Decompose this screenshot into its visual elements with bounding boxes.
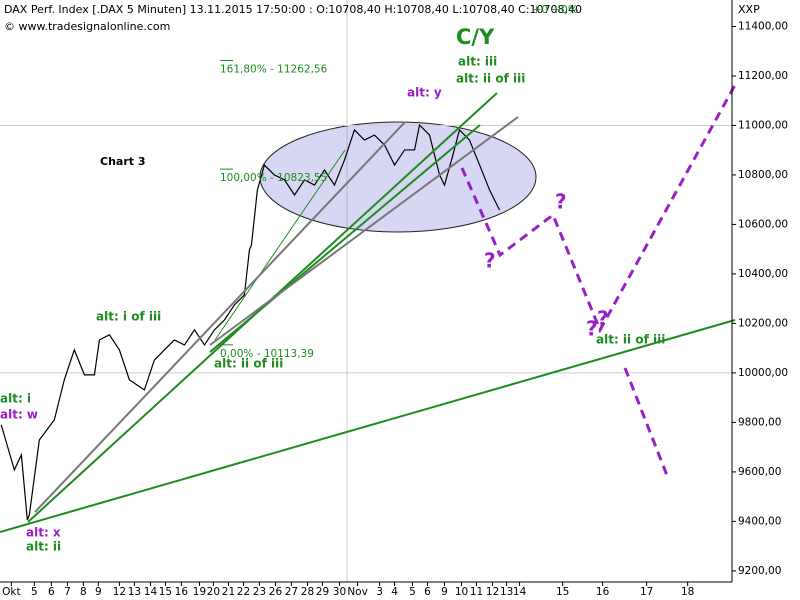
x-tick-label: 13 xyxy=(128,586,141,598)
x-tick-label: 7 xyxy=(64,586,71,598)
x-tick-label: 26 xyxy=(269,586,283,598)
x-tick-label: 20 xyxy=(207,586,220,598)
x-tick-label: 17 xyxy=(640,586,653,598)
x-tick-label: 11 xyxy=(470,586,483,598)
x-tick-label: 22 xyxy=(237,586,250,598)
trendline xyxy=(34,121,406,513)
x-tick-label: 5 xyxy=(409,586,416,598)
x-tick-label: 16 xyxy=(175,586,189,598)
annotation: alt: ii xyxy=(26,540,61,554)
trendline xyxy=(209,124,481,353)
y-tick-label: 11000,00 xyxy=(738,119,788,131)
x-tick-label: 16 xyxy=(596,586,610,598)
y-tick-label: 9600,00 xyxy=(738,466,781,478)
x-tick-label: 14 xyxy=(144,586,158,598)
y-tick-label: 10600,00 xyxy=(738,218,788,230)
annotation: alt: y xyxy=(407,86,442,100)
y-tick-label: 9800,00 xyxy=(738,416,781,428)
annotation: C/Y xyxy=(456,25,495,49)
chart-label: Chart 3 xyxy=(100,155,146,168)
price-line xyxy=(0,123,501,521)
forecast-path xyxy=(623,367,670,479)
annotation: alt: i of iii xyxy=(96,310,161,324)
fib-label: 0,00% - 10113,39 xyxy=(220,348,314,360)
question-mark: ? xyxy=(597,307,609,331)
y-tick-label: 11400,00 xyxy=(738,20,788,32)
annotation: alt: ii of iii xyxy=(596,333,665,347)
x-tick-label: 19 xyxy=(193,586,206,598)
annotation: alt: ii of iii xyxy=(456,72,525,86)
y-tick-label: 10400,00 xyxy=(738,268,788,280)
x-tick-label: 15 xyxy=(556,586,569,598)
question-mark: ? xyxy=(586,317,598,341)
y-tick-label: 10000,00 xyxy=(738,367,788,379)
question-mark: ? xyxy=(555,190,567,214)
copyright: © www.tradesignalonline.com xyxy=(4,20,170,33)
trendline xyxy=(209,116,519,346)
fib-label: 100,00% - 10823,55 xyxy=(220,172,327,184)
x-tick-label: 30 xyxy=(333,586,346,598)
fib-label: 161,80% - 11262,56 xyxy=(220,63,328,75)
annotation: alt: w xyxy=(0,408,38,422)
x-tick-label: 6 xyxy=(48,586,55,598)
x-tick-label: 29 xyxy=(316,586,329,598)
annotation: alt: x xyxy=(26,526,61,540)
annotation: alt: i xyxy=(0,392,31,406)
x-tick-label: 21 xyxy=(222,586,235,598)
x-tick-label: 28 xyxy=(301,586,314,598)
y-tick-label: 10800,00 xyxy=(738,169,788,181)
y-tick-label: 9200,00 xyxy=(738,565,781,577)
x-tick-label: Nov xyxy=(347,586,368,598)
marks xyxy=(0,59,732,521)
question-mark: ? xyxy=(484,249,496,273)
x-tick-label: 12 xyxy=(113,586,126,598)
trendline xyxy=(214,149,346,341)
x-tick-label: 9 xyxy=(441,586,448,598)
x-tick-label: 4 xyxy=(391,586,398,598)
header: DAX Perf. Index [.DAX 5 Minuten] 13.11.2… xyxy=(4,3,582,16)
y-tick-label: 10200,00 xyxy=(738,317,788,329)
x-tick-label: 10 xyxy=(455,586,468,598)
axis-unit: XXP xyxy=(738,3,760,16)
x-tick-label: 3 xyxy=(376,586,383,598)
x-tick-label: 8 xyxy=(80,586,87,598)
x-tick-label: 5 xyxy=(31,586,38,598)
ellipse xyxy=(259,121,537,233)
x-tick-label: 14 xyxy=(513,586,527,598)
annotation: alt: ii of iii xyxy=(214,357,283,371)
x-tick-label: 12 xyxy=(486,586,499,598)
x-tick-label: 23 xyxy=(253,586,266,598)
x-tick-label: 13 xyxy=(500,586,513,598)
forecast-path xyxy=(460,84,737,334)
x-tick-label: 6 xyxy=(424,586,431,598)
header-change: +0 +0% xyxy=(532,3,578,16)
x-tick-label: 15 xyxy=(159,586,172,598)
trendlines xyxy=(0,84,737,533)
x-tick-label: 18 xyxy=(681,586,694,598)
trendline xyxy=(0,319,736,533)
y-tick-label: 11200,00 xyxy=(738,70,788,82)
x-tick-label: Okt xyxy=(2,586,20,598)
x-tick-label: 9 xyxy=(95,586,102,598)
annotation: alt: iii xyxy=(458,55,497,69)
y-tick-label: 9400,00 xyxy=(738,515,781,527)
x-tick-label: 27 xyxy=(285,586,298,598)
